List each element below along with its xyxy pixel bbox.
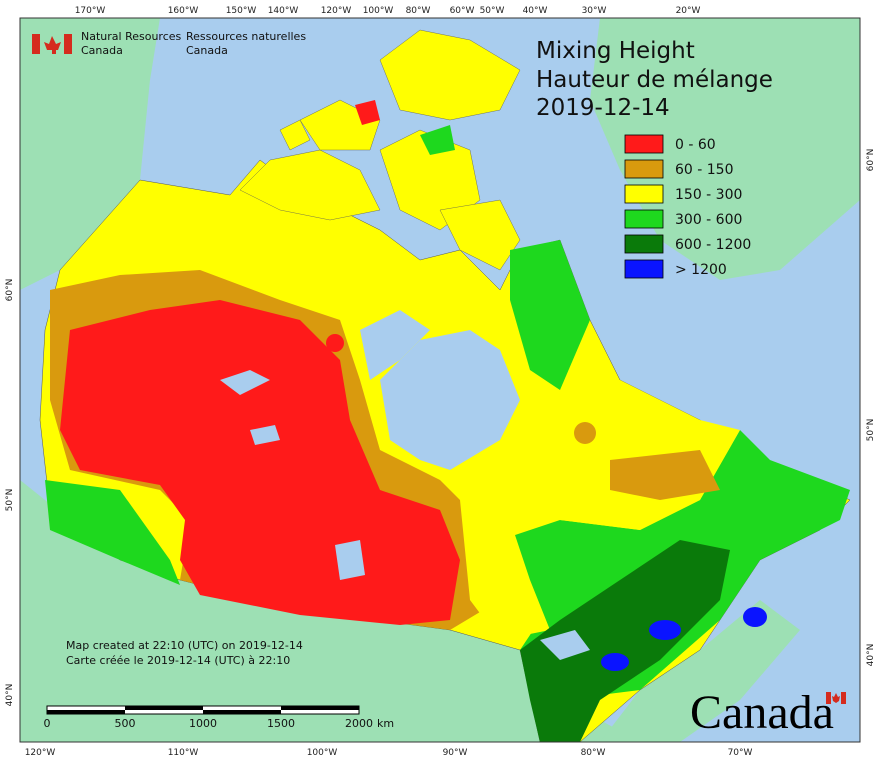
scale-label: 2000: [345, 717, 373, 730]
legend-swatch: [624, 134, 664, 154]
foxe-basin: [360, 310, 430, 380]
blue-area: [743, 607, 767, 627]
graticule-label: 110°W: [168, 748, 199, 758]
scale-label: 1000: [189, 717, 217, 730]
island: [379, 29, 521, 121]
legend-swatch: [624, 234, 664, 254]
legend-swatch: [624, 209, 664, 229]
green-area: [510, 240, 590, 390]
frame: [19, 17, 861, 743]
graticule-label: 120°W: [25, 748, 56, 758]
note: Map created at 22:10 (UTC) on 2019-12-14: [66, 639, 303, 652]
graticule-label: 160°W: [168, 6, 199, 16]
graticule-label: 90°W: [443, 748, 468, 758]
graticule-label: 30°W: [582, 6, 607, 16]
island: [239, 149, 381, 221]
graticule-label: 50°N: [5, 489, 15, 512]
graticule-label: 150°W: [226, 6, 257, 16]
graticule-label: 80°W: [406, 6, 431, 16]
legend-label: 60 - 150: [675, 162, 734, 178]
graticule-label: 40°N: [5, 684, 15, 707]
title: Hauteur de mélange: [536, 67, 773, 93]
green-area: [420, 125, 455, 155]
graticule-label: 60°N: [866, 149, 876, 172]
graticule-labels: 170°W 160°W 150°W 140°W 120°W 100°W 80°W 60°W 50…: [5, 6, 876, 758]
island: [379, 129, 481, 231]
graticule-label: 80°W: [581, 748, 606, 758]
scale-label: 0: [44, 717, 51, 730]
scale-segment: [281, 706, 359, 710]
scale-label: 1500: [267, 717, 295, 730]
red-area: [355, 100, 380, 125]
lake: [540, 630, 590, 660]
agency-fr: Ressources naturelles: [186, 30, 306, 43]
title: Mixing Height: [536, 38, 695, 64]
maple-leaf: [44, 36, 61, 54]
legend-label: 300 - 600: [675, 212, 742, 228]
dark-green-area: [520, 540, 730, 742]
island: [279, 119, 311, 151]
lake: [335, 540, 365, 580]
alaska: [20, 18, 160, 290]
united-states: [20, 480, 640, 742]
graticule-label: 100°W: [363, 6, 394, 16]
green-area: [45, 480, 180, 585]
yellow-area: [460, 500, 550, 640]
legend-label: 600 - 1200: [675, 237, 751, 253]
legend-label: > 1200: [675, 262, 727, 278]
graticule-label: 40°W: [523, 6, 548, 16]
flag-bar: [841, 692, 846, 704]
united-states-east: [600, 600, 800, 742]
agency-en: Natural Resources: [81, 30, 182, 43]
note: Carte créée le 2019-12-14 (UTC) à 22:10: [66, 654, 290, 667]
graticule-label: 60°N: [5, 279, 15, 302]
map-frame: [20, 18, 860, 743]
legend-label: 0 - 60: [675, 137, 716, 153]
lake: [250, 425, 280, 445]
scale-segment: [203, 710, 281, 714]
graticule-label: 60°W: [450, 6, 475, 16]
legend: 0 - 60 60 - 150 150 - 300 300 - 600 600 - 12…: [624, 134, 751, 279]
graticule-label: 40°N: [866, 644, 876, 667]
flag-bar: [32, 34, 40, 54]
maple-leaf: [832, 693, 840, 703]
red-area: [326, 334, 344, 352]
graticule-label: 20°W: [676, 6, 701, 16]
agency: Natural Resources Canada Ressources natu…: [32, 30, 306, 57]
legend-label: 150 - 300: [675, 187, 742, 203]
graticule-label: 50°W: [480, 6, 505, 16]
arctic-islands: [239, 29, 521, 271]
graticule-label: 70°W: [728, 748, 753, 758]
hudson-bay: [380, 330, 520, 470]
wordmark: Canada: [690, 686, 834, 739]
graticule-label: 50°N: [866, 419, 876, 442]
orange-area: [574, 422, 596, 444]
scale-label: 500: [115, 717, 136, 730]
graticule-label: 140°W: [268, 6, 299, 16]
title: 2019-12-14: [536, 95, 670, 121]
graticule-label: 170°W: [75, 6, 106, 16]
blue-area: [601, 653, 629, 671]
legend-swatch: [624, 259, 664, 279]
scale-bar: 0 500 1000 1500 2000 km: [44, 705, 394, 730]
blue-area: [649, 620, 681, 640]
flag-bar: [64, 34, 72, 54]
graticule-label: 120°W: [321, 6, 352, 16]
legend-swatch: [624, 184, 664, 204]
graticule-label: 100°W: [307, 748, 338, 758]
lake: [220, 370, 270, 395]
legend-swatch: [624, 159, 664, 179]
agency-en: Canada: [81, 44, 123, 57]
scale-unit: km: [377, 717, 394, 730]
scale-segment: [125, 706, 203, 710]
scale-segment: [47, 710, 125, 714]
flag-bar: [826, 692, 831, 704]
orange-area: [610, 450, 720, 500]
agency-fr: Canada: [186, 44, 228, 57]
